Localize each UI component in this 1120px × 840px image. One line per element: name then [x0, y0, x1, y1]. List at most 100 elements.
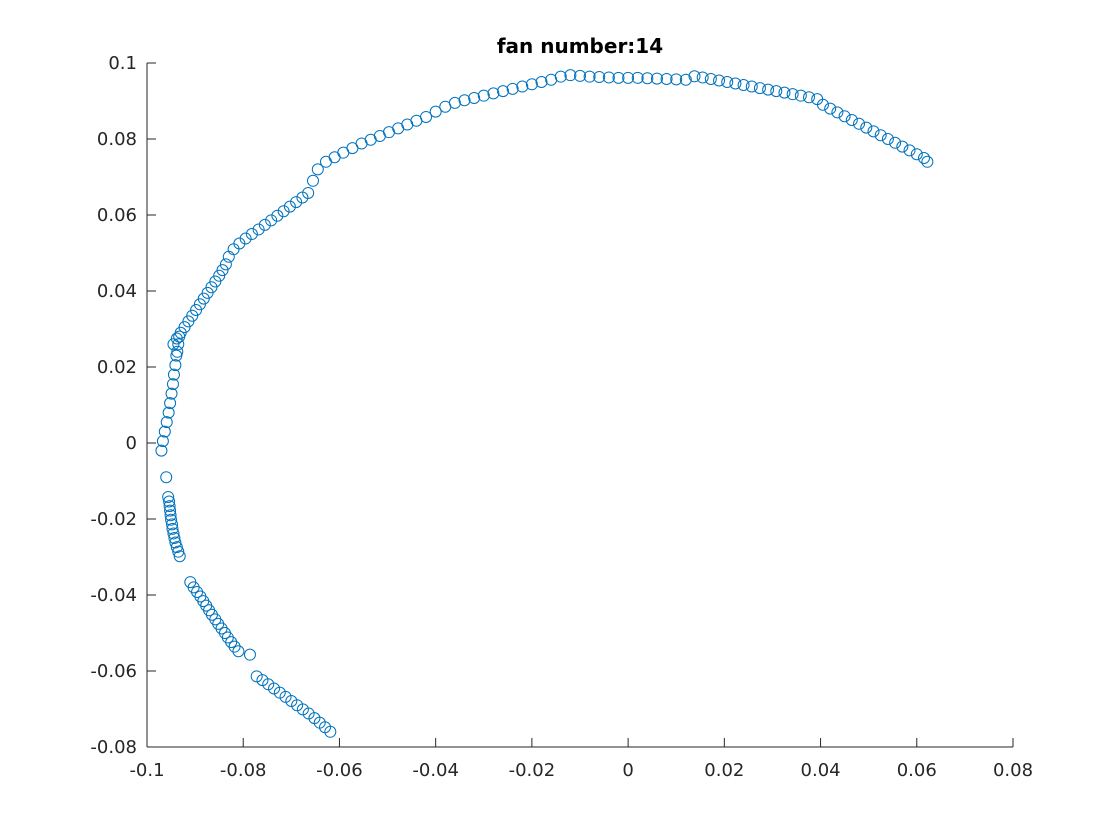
data-point [803, 91, 816, 104]
data-point [250, 670, 263, 683]
data-point [874, 129, 887, 142]
data-point [660, 72, 673, 85]
x-tick-label: 0.04 [801, 760, 841, 781]
data-point [622, 71, 635, 84]
data-point [845, 114, 858, 126]
data-point [860, 121, 873, 134]
data-point [158, 425, 171, 438]
data-point [172, 338, 185, 351]
data-point [184, 576, 197, 589]
y-tick-label: 0.02 [97, 357, 137, 378]
x-tick-label: -0.04 [412, 760, 459, 781]
data-point [239, 232, 252, 245]
data-point [277, 205, 290, 218]
data-point [167, 338, 180, 351]
data-point [252, 223, 265, 236]
data-point [867, 125, 880, 138]
data-point [172, 545, 185, 558]
data-point [762, 83, 775, 96]
data-point [564, 69, 577, 82]
data-point [170, 541, 183, 554]
data-point [156, 435, 169, 448]
data-point [650, 72, 663, 85]
data-point [838, 110, 851, 123]
data-point [631, 71, 644, 84]
x-tick-label: -0.02 [509, 760, 556, 781]
data-point [165, 513, 178, 526]
data-point [593, 71, 606, 84]
x-tick-label: 0.08 [993, 760, 1033, 781]
data-point [162, 490, 175, 503]
data-point [816, 98, 829, 111]
data-point [688, 70, 701, 83]
data-point [917, 152, 930, 164]
data-point [290, 196, 303, 209]
data-point [729, 77, 742, 90]
data-point [163, 500, 176, 513]
data-point [704, 72, 717, 85]
data-point [753, 82, 766, 95]
data-point [160, 416, 173, 429]
data-point [516, 80, 529, 93]
data-point [554, 70, 567, 83]
data-point [429, 105, 442, 118]
x-tick-label: 0.02 [704, 760, 744, 781]
data-point [265, 214, 278, 227]
data-point [173, 550, 186, 563]
data-point [903, 144, 916, 157]
data-point [525, 78, 538, 91]
y-tick-label: 0.1 [108, 53, 137, 74]
data-point [506, 82, 519, 95]
data-point [162, 406, 175, 419]
data-point [458, 94, 471, 107]
x-tick-label: -0.06 [316, 760, 363, 781]
data-point [737, 79, 750, 92]
data-point [778, 86, 791, 99]
data-point [245, 228, 258, 240]
data-point [696, 71, 709, 84]
data-point [164, 509, 177, 522]
data-point [853, 117, 866, 130]
x-tick-label: 0.06 [897, 760, 937, 781]
y-tick-label: 0.06 [97, 205, 137, 226]
data-point [641, 72, 654, 85]
data-point [881, 133, 894, 145]
data-point [232, 645, 245, 658]
data-point [311, 163, 324, 176]
data-point [583, 70, 596, 83]
data-point [824, 102, 837, 115]
data-point [256, 674, 269, 687]
data-point [794, 89, 807, 102]
chart-title: fan number:14 [497, 34, 663, 58]
data-point [468, 91, 481, 104]
data-point [602, 71, 615, 84]
data-point [910, 148, 923, 161]
data-point [306, 174, 319, 187]
data-point [574, 69, 586, 82]
y-axis-ticks: -0.08 -0.06 -0.04 -0.02 0 0.02 0.04 0.06 0.08 0.1 [90, 53, 156, 758]
data-point [243, 648, 256, 661]
data-point [535, 76, 548, 88]
y-tick-label: 0.04 [97, 281, 137, 302]
data-point [831, 106, 844, 119]
data-point [448, 96, 461, 109]
data-point [171, 345, 184, 358]
data-point [163, 495, 176, 508]
data-point [283, 200, 296, 213]
y-tick-label: -0.06 [90, 661, 137, 682]
data-point [420, 110, 433, 123]
data-point [166, 378, 179, 391]
data-point [167, 368, 180, 381]
data-point [166, 518, 179, 531]
data-point [160, 471, 173, 484]
data-point [889, 136, 902, 149]
x-axis-ticks: -0.1 -0.08 -0.06 -0.04 -0.02 0 0.02 0.04 0.06 0.0… [129, 738, 1033, 781]
data-point [896, 140, 909, 153]
y-tick-label: -0.02 [90, 509, 137, 530]
y-tick-label: -0.08 [90, 737, 137, 758]
data-point [487, 87, 500, 100]
data-points [155, 69, 934, 738]
data-point [271, 209, 284, 222]
